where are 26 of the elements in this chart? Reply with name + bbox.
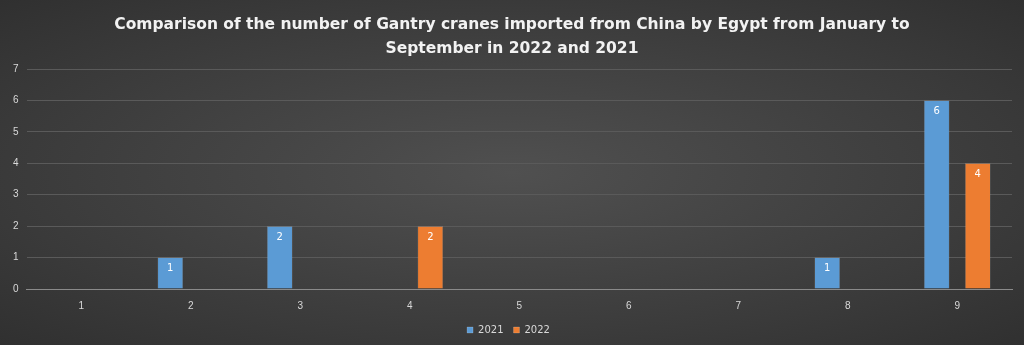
data-label: 1: [167, 262, 174, 274]
y-tick-label: 7: [13, 62, 19, 74]
data-label: 6: [933, 105, 940, 117]
y-tick-label: 5: [13, 125, 19, 137]
x-tick-label: 5: [516, 299, 523, 311]
y-tick-label: 3: [13, 188, 19, 200]
chart-title: Comparison of the number of Gantry cranes imported from China by Egypt from January to September in 2022 and 2021: [113, 14, 911, 59]
x-tick-label: 4: [407, 299, 414, 311]
legend-label: 2021: [478, 323, 504, 335]
x-tick-label: 8: [844, 299, 851, 311]
y-tick-label: 6: [13, 94, 19, 106]
y-tick-label: 0: [13, 282, 19, 294]
legend-label: 2022: [524, 323, 550, 335]
data-label: 1: [824, 262, 831, 274]
y-tick-label: 2: [13, 219, 19, 231]
x-tick-label: 6: [625, 299, 632, 311]
x-tick-label: 7: [735, 299, 742, 311]
data-label: 2: [276, 230, 283, 242]
data-label: 4: [974, 167, 981, 179]
x-tick-label: 9: [954, 299, 961, 311]
y-tick-label: 1: [13, 251, 19, 263]
data-label: 2: [427, 230, 434, 242]
x-tick-label: 1: [78, 299, 85, 311]
x-tick-label: 3: [297, 299, 304, 311]
x-tick-label: 2: [188, 299, 195, 311]
y-tick-label: 4: [13, 157, 19, 169]
